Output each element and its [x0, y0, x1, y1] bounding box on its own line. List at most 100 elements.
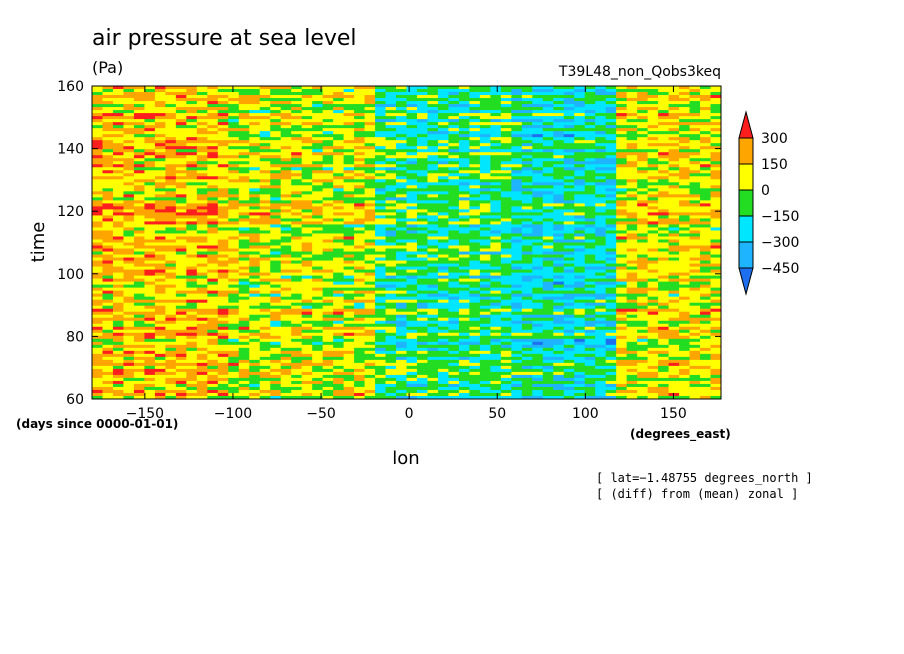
heatmap-cell	[553, 155, 565, 159]
heatmap-cell	[406, 311, 418, 316]
heatmap-cell	[658, 161, 670, 165]
heatmap-cell	[616, 257, 628, 262]
heatmap-cell	[228, 173, 240, 177]
heatmap-cell	[249, 230, 261, 235]
heatmap-cell	[595, 209, 607, 213]
heatmap-cell	[679, 89, 691, 93]
heatmap-cell	[406, 308, 418, 313]
heatmap-cell	[595, 314, 607, 319]
heatmap-cell	[92, 104, 104, 108]
heatmap-cell	[668, 326, 680, 331]
heatmap-cell	[270, 296, 282, 301]
heatmap-cell	[102, 149, 114, 153]
heatmap-cell	[165, 221, 177, 226]
heatmap-cell	[679, 311, 691, 316]
heatmap-cell	[710, 275, 721, 280]
heatmap-cell	[542, 227, 554, 232]
heatmap-cell	[228, 92, 240, 96]
heatmap-cell	[322, 251, 334, 256]
heatmap-cell	[700, 272, 712, 277]
heatmap-cell	[396, 188, 408, 192]
heatmap-cell	[679, 233, 691, 238]
heatmap-cell	[301, 230, 313, 235]
heatmap-cell	[333, 119, 345, 123]
heatmap-cell	[511, 230, 523, 235]
heatmap-cell	[154, 329, 166, 334]
heatmap-cell	[658, 200, 670, 204]
heatmap-cell	[217, 215, 229, 220]
heatmap-cell	[532, 158, 544, 162]
heatmap-cell	[354, 305, 366, 310]
heatmap-cell	[280, 287, 292, 292]
heatmap-cell	[301, 266, 313, 271]
heatmap-cell	[238, 335, 250, 340]
heatmap-cell	[500, 230, 512, 235]
heatmap-cell	[521, 230, 533, 235]
heatmap-cell	[270, 173, 282, 177]
heatmap-cell	[249, 92, 261, 96]
heatmap-cell	[637, 224, 649, 229]
heatmap-cell	[710, 146, 721, 150]
heatmap-cell	[249, 308, 261, 313]
heatmap-cell	[689, 185, 701, 189]
heatmap-cell	[521, 305, 533, 310]
heatmap-cell	[249, 176, 261, 180]
heatmap-cell	[637, 188, 649, 192]
heatmap-cell	[479, 86, 491, 90]
heatmap-cell	[280, 113, 292, 117]
heatmap-cell	[647, 308, 659, 313]
heatmap-cell	[375, 323, 387, 328]
heatmap-cell	[280, 275, 292, 280]
heatmap-cell	[521, 287, 533, 292]
heatmap-cell	[217, 305, 229, 310]
heatmap-cell	[343, 191, 355, 195]
heatmap-cell	[406, 221, 418, 226]
heatmap-cell	[700, 92, 712, 96]
heatmap-cell	[616, 239, 628, 244]
heatmap-cell	[165, 86, 177, 90]
heatmap-cell	[710, 239, 721, 244]
heatmap-cell	[584, 137, 596, 141]
heatmap-cell	[427, 254, 439, 259]
heatmap-cell	[144, 89, 156, 93]
heatmap-cell	[396, 227, 408, 232]
heatmap-cell	[259, 317, 271, 322]
heatmap-cell	[647, 116, 659, 120]
heatmap-cell	[249, 215, 261, 220]
heatmap-cell	[700, 191, 712, 195]
heatmap-cell	[112, 92, 125, 96]
heatmap-cell	[112, 218, 125, 223]
heatmap-cell	[375, 248, 387, 253]
heatmap-cell	[270, 221, 282, 226]
heatmap-cell	[270, 176, 282, 180]
heatmap-cell	[511, 239, 523, 244]
heatmap-cell	[343, 206, 355, 210]
heatmap-cell	[175, 89, 187, 93]
heatmap-cell	[228, 119, 240, 123]
heatmap-cell	[626, 176, 638, 180]
heatmap-cell	[196, 191, 208, 195]
heatmap-cell	[217, 296, 229, 301]
heatmap-cell	[249, 191, 261, 195]
heatmap-cell	[448, 254, 460, 259]
heatmap-cell	[458, 116, 470, 120]
heatmap-cell	[469, 116, 481, 120]
heatmap-cell	[343, 116, 355, 120]
heatmap-cell	[228, 170, 240, 174]
heatmap-cell	[196, 143, 208, 147]
heatmap-cell	[207, 230, 219, 235]
heatmap-cell	[437, 167, 450, 171]
heatmap-cell	[469, 179, 481, 183]
heatmap-cell	[364, 107, 376, 111]
heatmap-cell	[249, 167, 261, 171]
heatmap-cell	[458, 254, 470, 259]
heatmap-cell	[637, 332, 649, 337]
heatmap-cell	[385, 287, 397, 292]
heatmap-cell	[584, 275, 596, 280]
heatmap-cell	[658, 320, 670, 325]
heatmap-cell	[217, 209, 229, 213]
heatmap-cell	[165, 176, 177, 180]
heatmap-cell	[406, 179, 418, 183]
heatmap-cell	[228, 248, 240, 253]
heatmap-cell	[437, 272, 450, 277]
